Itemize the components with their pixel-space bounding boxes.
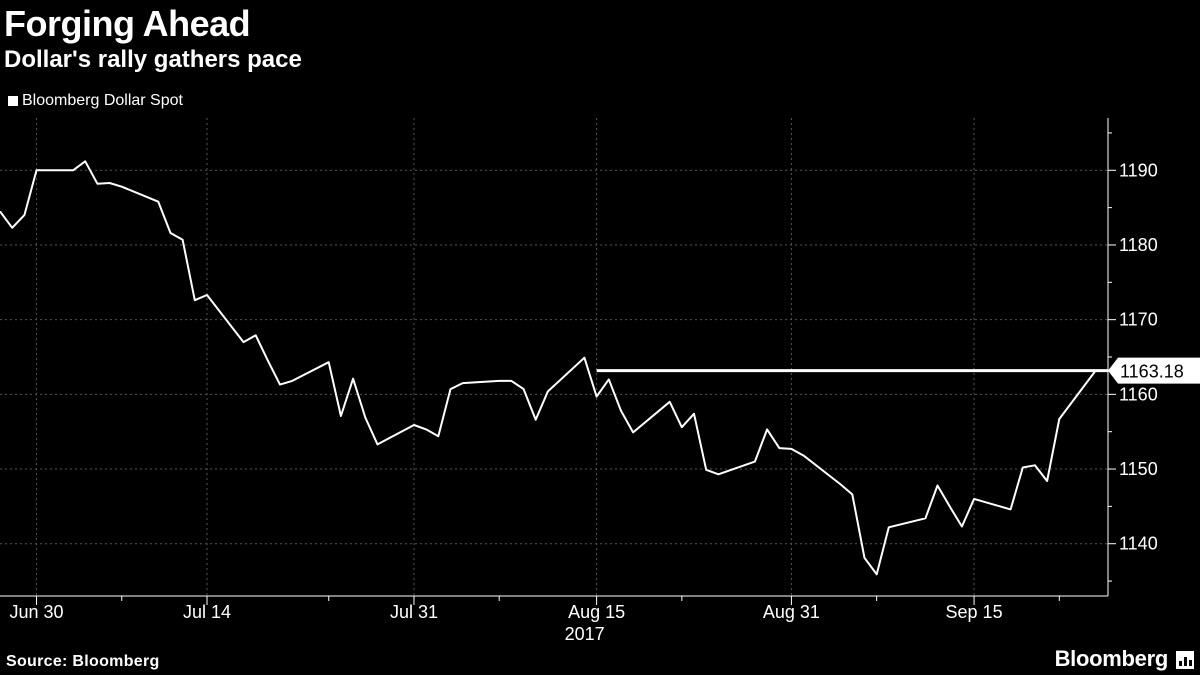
bloomberg-chart-icon xyxy=(1176,651,1194,669)
last-value-label: 1163.18 xyxy=(1120,362,1184,382)
last-value-callout xyxy=(1108,357,1200,384)
x-tick-label-2017-08-15: Aug 15 xyxy=(568,602,625,622)
chart-legend: Bloomberg Dollar Spot xyxy=(8,91,183,111)
y-tick-label-1170: 1170 xyxy=(1119,310,1158,330)
x-tick-label-2017-07-14: Jul 14 xyxy=(183,602,231,622)
brand-name: Bloomberg xyxy=(1054,646,1169,671)
x-tick-label-2017-06-30: Jun 30 xyxy=(10,602,64,622)
y-tick-label-1160: 1160 xyxy=(1119,384,1158,404)
legend-label: Bloomberg Dollar Spot xyxy=(22,92,183,109)
chart-title: Forging Ahead xyxy=(4,3,251,44)
source-note: Source: Bloomberg xyxy=(6,653,160,670)
y-tick-label-1150: 1150 xyxy=(1119,459,1158,479)
series-line-bloomberg-dollar-spot xyxy=(0,160,1097,576)
brand-logo: Bloomberg xyxy=(1055,646,1194,672)
legend-swatch xyxy=(8,96,18,106)
y-tick-label-1140: 1140 xyxy=(1119,534,1158,554)
x-tick-label-2017-08-31: Aug 31 xyxy=(763,602,820,622)
x-tick-label-2017-09-15: Sep 15 xyxy=(946,602,1003,622)
chart-subtitle: Dollar's rally gathers pace xyxy=(4,46,302,73)
y-tick-label-1190: 1190 xyxy=(1119,160,1158,180)
x-tick-label-2017-07-31: Jul 31 xyxy=(390,602,438,622)
y-tick-label-1180: 1180 xyxy=(1119,235,1158,255)
x-year-label: 2017 xyxy=(565,624,605,644)
